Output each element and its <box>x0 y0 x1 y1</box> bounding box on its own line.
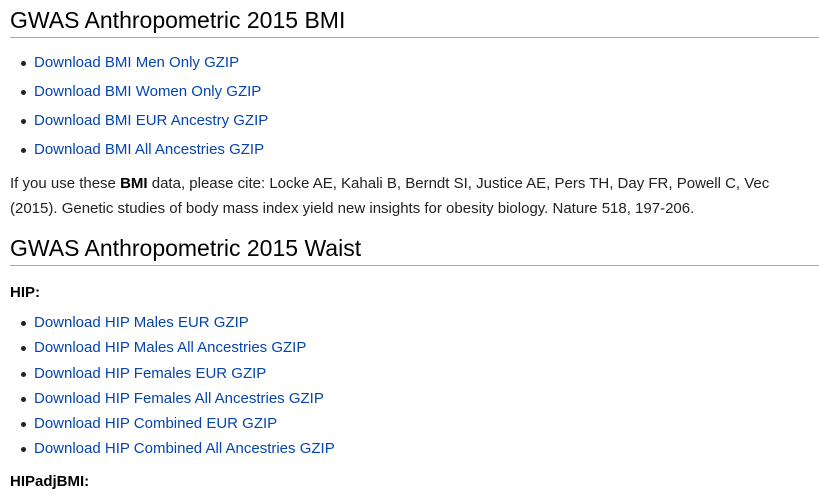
list-item: Download BMI Women Only GZIP <box>18 82 268 101</box>
list-item: Download HIP Combined EUR GZIP <box>18 414 335 433</box>
citation-bold-term: BMI <box>120 175 148 192</box>
download-bmi-men-link[interactable]: Download BMI Men Only GZIP <box>34 54 240 71</box>
citation-line2: (2015). Genetic studies of body mass ind… <box>10 200 695 217</box>
bullet-icon <box>21 396 26 402</box>
citation-prefix: If you use these <box>10 175 121 192</box>
hip-download-list: Download HIP Males EUR GZIP Download HIP… <box>18 313 335 465</box>
list-item: Download HIP Females EUR GZIP <box>18 364 335 383</box>
download-hip-males-all-link[interactable]: Download HIP Males All Ancestries GZIP <box>34 339 307 357</box>
bmi-citation: If you use these BMI data, please cite: … <box>10 171 819 221</box>
bmi-section-heading: GWAS Anthropometric 2015 BMI <box>10 6 819 38</box>
download-bmi-women-link[interactable]: Download BMI Women Only GZIP <box>34 83 262 100</box>
list-item: Download HIP Combined All Ancestries GZI… <box>18 439 335 458</box>
hipadjbmi-subheading: HIPadjBMI: <box>10 473 90 490</box>
download-hip-females-eur-link[interactable]: Download HIP Females EUR GZIP <box>34 364 267 382</box>
bullet-icon <box>21 61 26 66</box>
bullet-icon <box>21 148 26 153</box>
download-bmi-eur-link[interactable]: Download BMI EUR Ancestry GZIP <box>34 112 269 129</box>
hip-subheading: HIP: <box>10 284 40 301</box>
citation-line1: data, please cite: Locke AE, Kahali B, B… <box>147 175 770 192</box>
download-hip-combined-eur-link[interactable]: Download HIP Combined EUR GZIP <box>34 415 278 433</box>
list-item: Download HIP Males All Ancestries GZIP <box>18 338 335 357</box>
bullet-icon <box>21 90 26 95</box>
bullet-icon <box>21 119 26 124</box>
bullet-icon <box>21 447 26 453</box>
download-hip-females-all-link[interactable]: Download HIP Females All Ancestries GZIP <box>34 389 324 407</box>
bmi-download-list: Download BMI Men Only GZIP Download BMI … <box>18 53 268 169</box>
bullet-icon <box>21 321 26 326</box>
list-item: Download BMI Men Only GZIP <box>18 53 268 72</box>
waist-section-heading: GWAS Anthropometric 2015 Waist <box>10 234 819 266</box>
bullet-icon <box>21 422 26 428</box>
download-hip-males-eur-link[interactable]: Download HIP Males EUR GZIP <box>34 314 249 331</box>
download-bmi-all-link[interactable]: Download BMI All Ancestries GZIP <box>34 141 265 158</box>
list-item: Download BMI EUR Ancestry GZIP <box>18 111 268 130</box>
list-item: Download BMI All Ancestries GZIP <box>18 140 268 159</box>
bullet-icon <box>21 371 26 377</box>
download-hip-combined-all-link[interactable]: Download HIP Combined All Ancestries GZI… <box>34 440 335 458</box>
bullet-icon <box>21 346 26 352</box>
list-item: Download HIP Males EUR GZIP <box>18 313 335 332</box>
list-item: Download HIP Females All Ancestries GZIP <box>18 389 335 408</box>
